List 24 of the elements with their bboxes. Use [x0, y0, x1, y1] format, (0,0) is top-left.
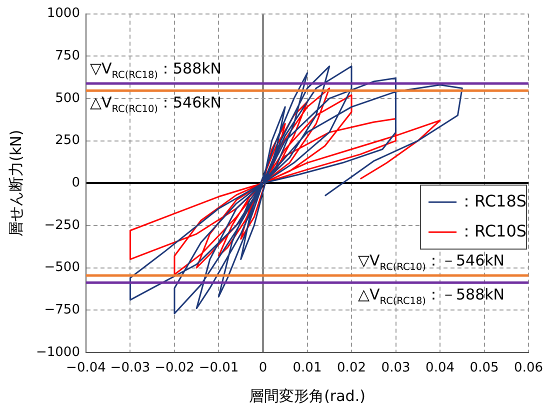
- x-tick-label: 0.03: [381, 360, 410, 376]
- y-tick-label: 750: [55, 48, 80, 64]
- x-tick-label: −0.03: [110, 360, 150, 376]
- y-tick-label: 500: [55, 90, 80, 106]
- x-tick-label: 0.01: [292, 360, 322, 376]
- x-tick-label: 0.02: [337, 360, 366, 376]
- x-tick-label: 0.06: [514, 360, 544, 376]
- x-tick-label: 0: [258, 360, 268, 376]
- y-tick-label: −500: [44, 260, 80, 276]
- y-axis-title: 層せん断力(kN): [6, 130, 25, 236]
- x-tick-label: −0.02: [154, 360, 194, 376]
- y-tick-label: 1000: [46, 6, 80, 22]
- x-tick-label: 0.04: [426, 360, 454, 376]
- y-tick-label: −1000: [36, 344, 80, 360]
- x-tick-label: −0.04: [66, 360, 106, 376]
- y-tick-label: 250: [55, 133, 80, 148]
- legend-label: ：RC18S: [458, 191, 527, 210]
- y-tick-label: 0: [72, 175, 80, 190]
- x-tick-label: −0.01: [198, 360, 239, 376]
- y-tick-label: −750: [44, 302, 80, 318]
- x-axis-title: 層間変形角(rad.): [249, 386, 366, 405]
- x-tick-label: 0.05: [470, 360, 499, 376]
- legend-label: ：RC10S: [458, 221, 527, 240]
- y-tick-label: −250: [44, 218, 80, 233]
